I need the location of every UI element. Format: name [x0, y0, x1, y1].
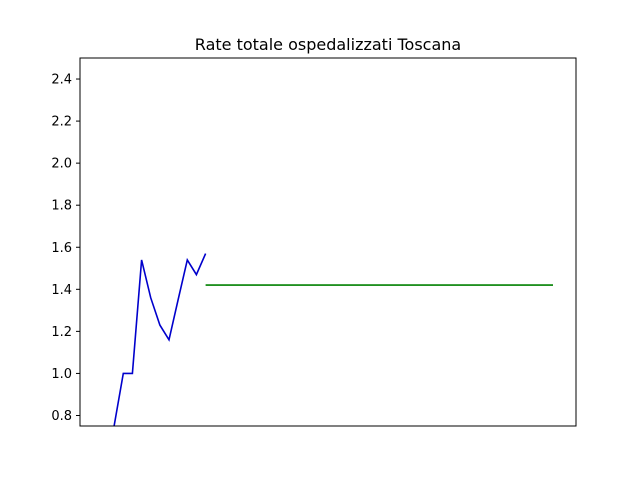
- y-tick-label: 2.4: [51, 73, 72, 88]
- y-tick-label: 2.2: [51, 115, 72, 130]
- series-line-0: [113, 253, 207, 426]
- y-tick-label: 1.6: [51, 241, 72, 256]
- y-tick-label: 1.0: [51, 367, 72, 382]
- y-tick-label: 1.4: [51, 283, 72, 298]
- chart-title: Rate totale ospedalizzati Toscana: [195, 35, 461, 54]
- y-tick-label: 1.8: [51, 199, 72, 214]
- y-tick-label: 2.0: [51, 157, 72, 172]
- plot-frame: [79, 57, 577, 427]
- y-axis-ticks: 0.8 1.0 1.2 1.4 1.6 1.8 2.0 2.2 2.4: [51, 73, 80, 424]
- y-tick-label: 1.2: [51, 325, 72, 340]
- y-tick-label: 0.8: [51, 409, 72, 424]
- series-layer: [113, 253, 553, 426]
